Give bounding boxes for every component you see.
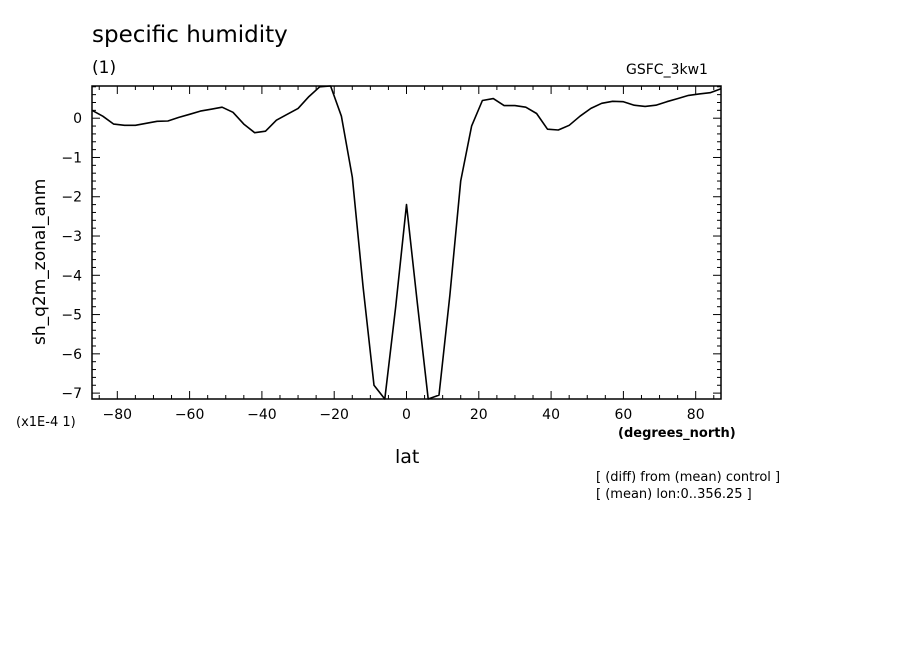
x-units-label: (degrees_north)	[618, 426, 736, 441]
x-tick-label: 20	[470, 407, 488, 423]
y-tick-label: −6	[61, 347, 82, 363]
x-tick-label: 0	[402, 407, 411, 423]
y-tick-label: 0	[73, 111, 82, 127]
x-tick-label: −80	[103, 407, 133, 423]
note-diff: [ (diff) from (mean) control ]	[596, 470, 781, 485]
x-tick-label: −60	[175, 407, 205, 423]
x-tick-label: 80	[687, 407, 705, 423]
x-tick-label: −20	[319, 407, 349, 423]
dataset-label: GSFC_3kw1	[626, 62, 708, 78]
y-tick-label: −2	[61, 190, 82, 206]
series-line	[91, 85, 722, 400]
x-tick-label: 60	[614, 407, 632, 423]
y-tick-label: −5	[61, 308, 82, 324]
y-tick-label: −3	[61, 229, 82, 245]
x-tick-label: −40	[247, 407, 277, 423]
x-axis-label: lat	[395, 446, 420, 468]
y-tick-label: −1	[61, 150, 82, 166]
note-mean: [ (mean) lon:0..356.25 ]	[596, 487, 752, 502]
y-tick-label: −4	[61, 268, 82, 284]
y-tick-label: −7	[61, 386, 82, 402]
chart-subtitle: (1)	[92, 58, 117, 78]
chart-title: specific humidity	[92, 22, 288, 48]
plot-frame	[91, 85, 722, 400]
x-tick-label: 40	[542, 407, 560, 423]
y-multiplier-label: (x1E-4 1)	[16, 415, 76, 430]
